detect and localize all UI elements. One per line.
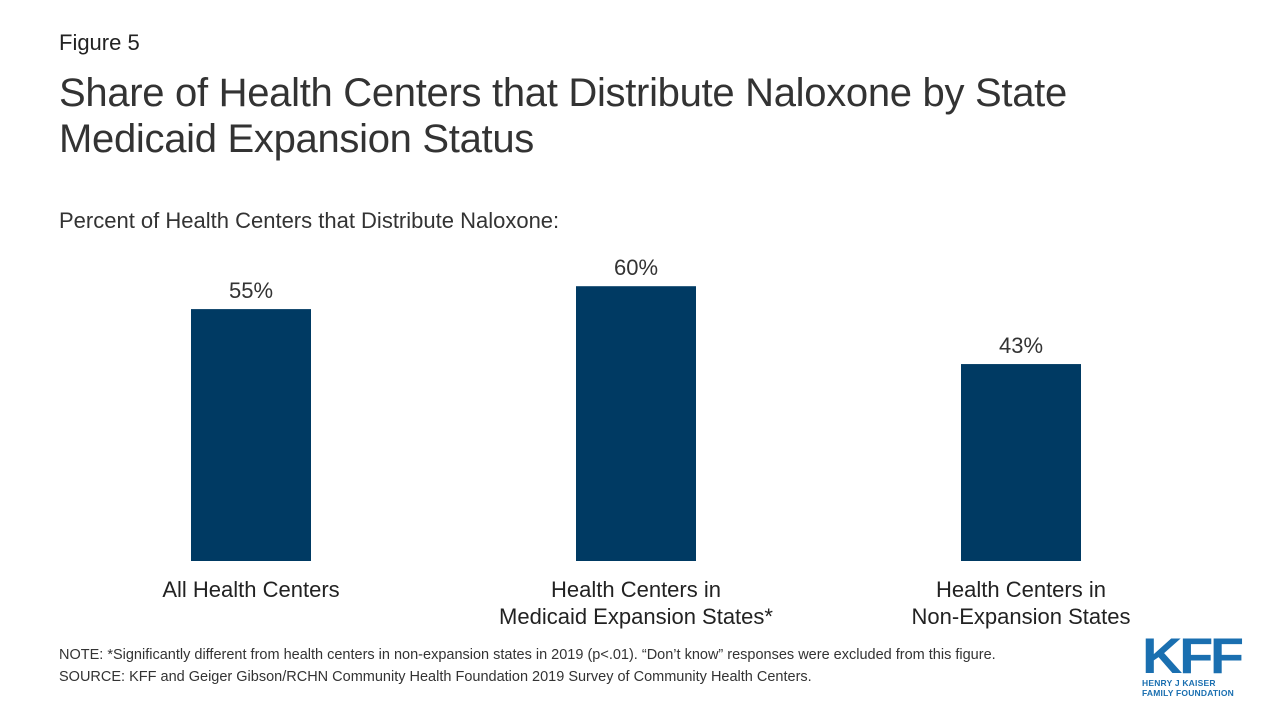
bar-3 (961, 364, 1081, 561)
figure-label: Figure 5 (59, 30, 140, 55)
note-text: NOTE: *Significantly different from heal… (59, 647, 996, 663)
category-label-1-line-1: All Health Centers (162, 577, 339, 602)
data-label-2: 60% (614, 255, 658, 280)
logo-line-2: FAMILY FOUNDATION (1142, 688, 1235, 698)
category-label-2-line-1: Health Centers in (551, 577, 721, 602)
source-text: SOURCE: KFF and Geiger Gibson/RCHN Commu… (59, 669, 812, 685)
footnotes: NOTE: *Significantly different from heal… (59, 644, 1139, 688)
chart-title: Share of Health Centers that Distribute … (59, 71, 1067, 161)
chart-subtitle: Percent of Health Centers that Distribut… (59, 208, 560, 233)
category-label-3-line-2: Non-Expansion States (912, 604, 1131, 629)
logo-mark: KFF (1142, 628, 1244, 684)
data-label-3: 43% (999, 333, 1043, 358)
logo-line-1: HENRY J KAISER (1142, 678, 1216, 688)
bar-1 (191, 309, 311, 561)
category-label-3-line-1: Health Centers in (936, 577, 1106, 602)
data-label-1: 55% (229, 278, 273, 303)
kff-logo: KFF HENRY J KAISER FAMILY FOUNDATION (1142, 631, 1244, 700)
category-label-2-line-2: Medicaid Expansion States* (499, 604, 773, 629)
bar-2 (576, 286, 696, 561)
